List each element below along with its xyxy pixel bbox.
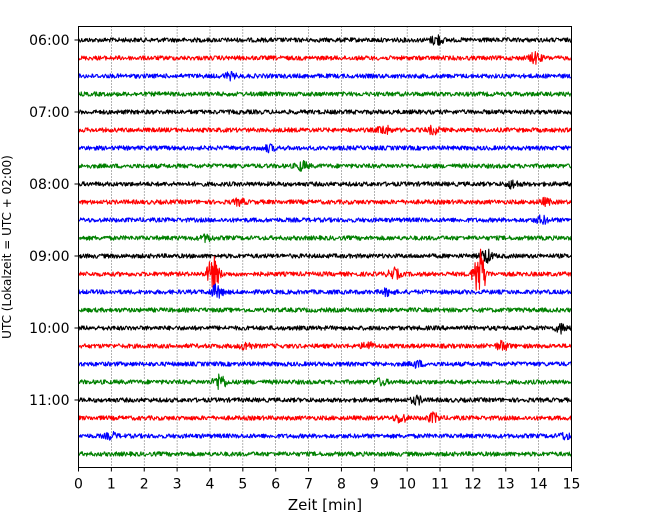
x-tick-label: 12: [464, 477, 482, 493]
trace-0745: [78, 159, 572, 173]
x-tick-label: 8: [337, 477, 346, 493]
x-tick-label: 2: [140, 477, 149, 493]
trace-0800: [78, 179, 572, 190]
y-axis-label: UTC (Lokalzeit = UTC + 02:00): [0, 155, 14, 339]
x-axis-label: Zeit [min]: [288, 496, 362, 514]
trace-group: [77, 34, 573, 457]
x-tick-label: 5: [238, 477, 247, 493]
trace-0700: [78, 109, 573, 115]
x-tick-label: 13: [497, 477, 515, 493]
x-tick-label: 11: [431, 477, 449, 493]
trace-1045: [78, 373, 573, 391]
x-tick-label: 1: [107, 477, 116, 493]
y-tick-label: 10:00: [29, 321, 69, 337]
x-tick-label: 10: [398, 477, 416, 493]
trace-0600: [77, 34, 572, 46]
trace-0945: [78, 307, 573, 313]
trace-1115: [77, 411, 573, 424]
y-tick-label: 06:00: [29, 33, 69, 49]
x-tick-label: 9: [370, 477, 379, 493]
trace-0715: [78, 124, 573, 136]
trace-1015: [77, 339, 573, 352]
x-axis: 0 1 2 3 4 5 6 7 8 9 10 11 12 13 14 15: [74, 467, 581, 493]
y-axis: 06:00 07:00 08:00 09:00 10:00 11:00: [29, 33, 79, 409]
x-tick-label: 7: [304, 477, 313, 493]
trace-0830: [78, 214, 573, 225]
trace-0900: [78, 248, 572, 264]
trace-0615: [77, 50, 573, 65]
trace-1145: [78, 451, 572, 457]
trace-0630: [78, 70, 572, 82]
y-tick-label: 08:00: [29, 177, 69, 193]
trace-1030: [77, 359, 573, 369]
y-tick-label: 07:00: [29, 105, 69, 121]
trace-1100: [77, 394, 573, 406]
trace-0845: [78, 233, 573, 244]
x-tick-label: 0: [74, 477, 83, 493]
y-tick-label: 09:00: [29, 249, 69, 265]
trace-1000: [77, 322, 573, 335]
x-tick-label: 6: [271, 477, 280, 493]
x-tick-label: 14: [530, 477, 548, 493]
x-tick-label: 15: [563, 477, 581, 493]
trace-0915: [77, 248, 573, 293]
trace-0815: [77, 196, 572, 208]
trace-0930: [77, 283, 573, 299]
trace-1130: [77, 430, 573, 441]
trace-0645: [78, 91, 572, 97]
trace-0730: [77, 143, 573, 154]
y-tick-label: 11:00: [29, 393, 69, 409]
x-tick-label: 4: [206, 477, 215, 493]
plot-frame: [78, 26, 572, 468]
x-tick-label: 3: [173, 477, 182, 493]
